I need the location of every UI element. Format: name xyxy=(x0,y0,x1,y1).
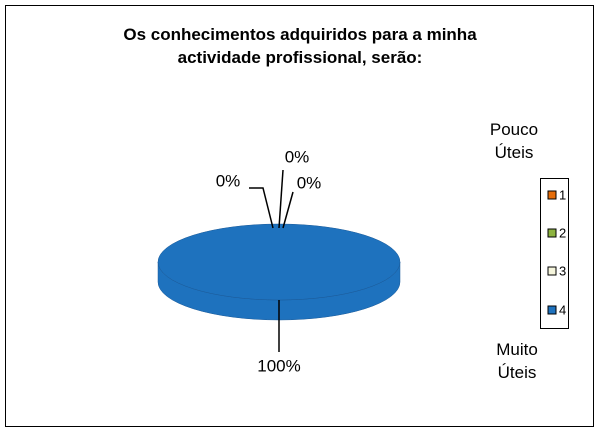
legend-label: 3 xyxy=(559,263,566,278)
data-label: 0% xyxy=(285,147,310,166)
legend-swatch xyxy=(547,266,557,276)
legend-label: 4 xyxy=(559,302,566,317)
data-label: 100% xyxy=(257,356,300,375)
leader-line xyxy=(249,187,274,229)
data-label: 0% xyxy=(297,173,322,192)
legend-box xyxy=(540,178,569,329)
chart-title: Os conhecimentos adquiridos para a minha… xyxy=(123,25,477,67)
annotation: Pouco Úteis xyxy=(489,120,539,162)
annotation: Muito Úteis xyxy=(496,340,538,382)
legend-swatch xyxy=(547,228,557,238)
legend-swatch xyxy=(547,305,557,315)
legend-label: 1 xyxy=(559,187,566,202)
legend-swatch xyxy=(547,190,557,200)
pie-slice xyxy=(157,223,401,301)
legend-label: 2 xyxy=(559,225,566,240)
data-label: 0% xyxy=(216,171,241,190)
chart-border xyxy=(5,5,594,427)
leader-line xyxy=(278,169,284,229)
leader-line xyxy=(282,191,294,229)
